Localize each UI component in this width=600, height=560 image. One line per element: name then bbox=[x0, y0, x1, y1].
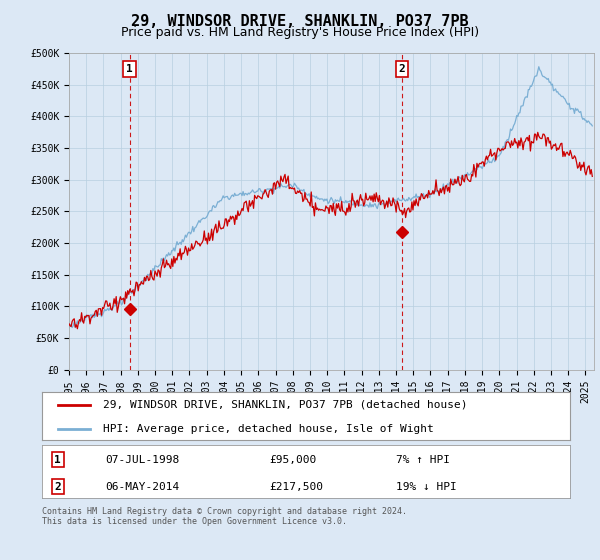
Text: 07-JUL-1998: 07-JUL-1998 bbox=[106, 455, 179, 465]
Text: Contains HM Land Registry data © Crown copyright and database right 2024.
This d: Contains HM Land Registry data © Crown c… bbox=[42, 507, 407, 526]
Text: 1: 1 bbox=[55, 455, 61, 465]
Text: £95,000: £95,000 bbox=[269, 455, 316, 465]
Text: 1: 1 bbox=[126, 64, 133, 74]
Text: 06-MAY-2014: 06-MAY-2014 bbox=[106, 482, 179, 492]
Text: 2: 2 bbox=[398, 64, 406, 74]
Text: 7% ↑ HPI: 7% ↑ HPI bbox=[396, 455, 450, 465]
Text: 29, WINDSOR DRIVE, SHANKLIN, PO37 7PB: 29, WINDSOR DRIVE, SHANKLIN, PO37 7PB bbox=[131, 14, 469, 29]
Text: 29, WINDSOR DRIVE, SHANKLIN, PO37 7PB (detached house): 29, WINDSOR DRIVE, SHANKLIN, PO37 7PB (d… bbox=[103, 400, 467, 410]
Text: 19% ↓ HPI: 19% ↓ HPI bbox=[396, 482, 457, 492]
Text: Price paid vs. HM Land Registry's House Price Index (HPI): Price paid vs. HM Land Registry's House … bbox=[121, 26, 479, 39]
Text: £217,500: £217,500 bbox=[269, 482, 323, 492]
Text: HPI: Average price, detached house, Isle of Wight: HPI: Average price, detached house, Isle… bbox=[103, 424, 433, 433]
Text: 2: 2 bbox=[55, 482, 61, 492]
